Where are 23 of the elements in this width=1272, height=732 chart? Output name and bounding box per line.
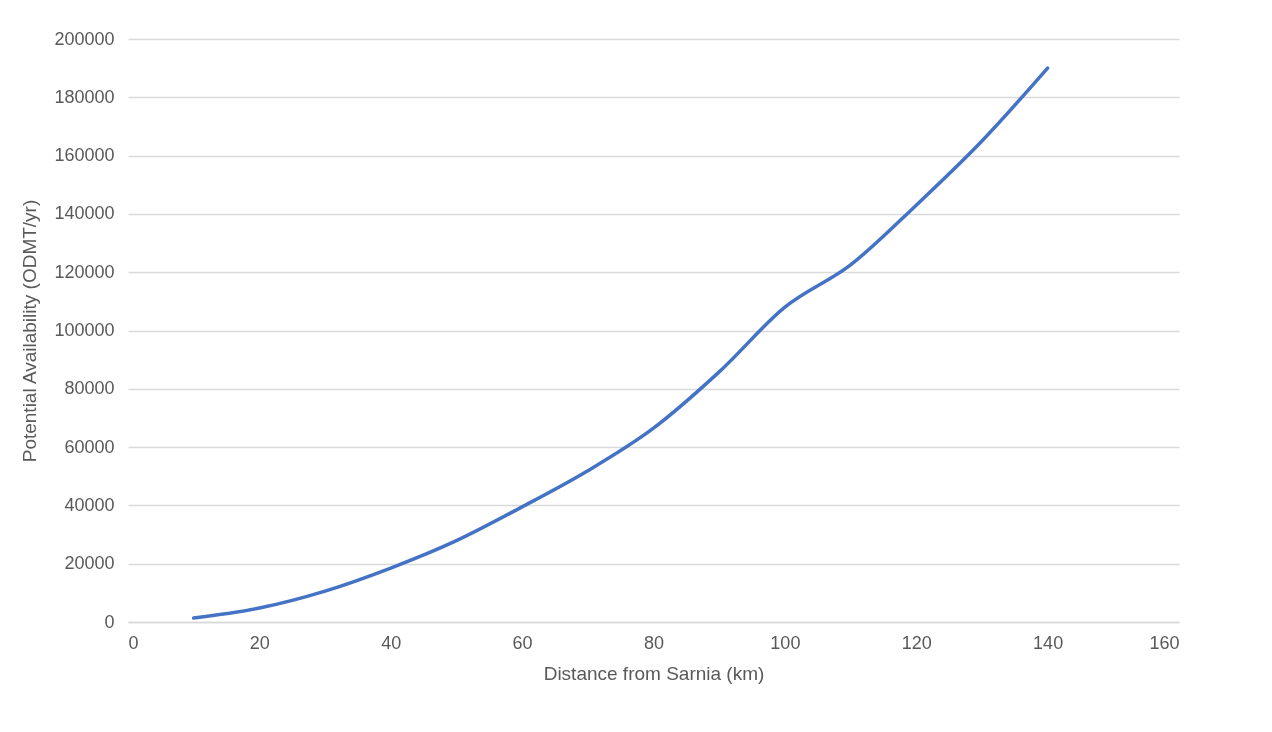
x-axis-title: Distance from Sarnia (km): [543, 662, 765, 684]
y-tick-label: 40000: [64, 494, 115, 515]
x-tick-label: 0: [128, 632, 139, 653]
x-tick-label: 40: [381, 632, 402, 653]
y-axis-title: Potential Availability (ODMT/yr): [19, 199, 41, 463]
y-tick-label: 120000: [54, 261, 115, 282]
y-tick-label: 0: [104, 611, 115, 632]
x-tick-label: 20: [249, 632, 270, 653]
y-tick-label: 60000: [64, 436, 115, 457]
x-tick-label: 80: [643, 632, 665, 653]
x-tick-label: 120: [901, 632, 932, 653]
x-tick-label: 160: [1149, 632, 1180, 653]
x-tick-label: 60: [512, 632, 533, 653]
y-tick-label: 140000: [54, 203, 115, 224]
y-tick-label: 20000: [64, 553, 115, 574]
line-series: [191, 66, 1050, 620]
y-tick-label: 180000: [54, 86, 115, 107]
y-tick-label: 100000: [54, 320, 115, 340]
y-tick-label: 80000: [64, 378, 115, 399]
x-tick-label: 140: [1033, 632, 1064, 653]
x-tick-label: 100: [770, 632, 801, 653]
y-tick-label: 160000: [54, 145, 115, 166]
y-tick-label: 200000: [54, 28, 115, 49]
